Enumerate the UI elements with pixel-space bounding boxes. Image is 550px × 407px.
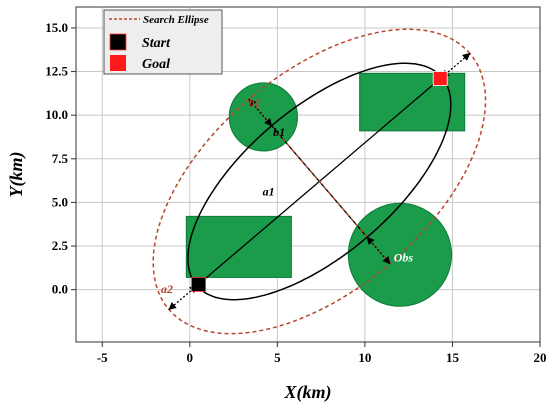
y-tick-label: 7.5 <box>52 151 69 166</box>
guide-lines <box>168 52 471 311</box>
obstacles <box>185 72 466 307</box>
y-tick-label: 15.0 <box>45 20 68 35</box>
x-tick-label: 10 <box>358 350 371 365</box>
y-tick-label: 0.0 <box>52 282 68 297</box>
legend: Search Ellipse Start Goal <box>103 9 223 75</box>
y-tick-label: 5.0 <box>52 194 68 209</box>
legend-label-search-ellipse: Search Ellipse <box>143 14 209 26</box>
x-tick-label: -5 <box>97 350 108 365</box>
goal-marker <box>432 71 448 86</box>
annotation-a1: a1 <box>263 184 275 198</box>
legend-swatch-start <box>109 33 127 51</box>
y-tick-label: 10.0 <box>45 107 68 122</box>
x-tick-label: 15 <box>446 350 460 365</box>
arrow-b2-upper <box>248 98 273 127</box>
y-tick-label: 12.5 <box>45 64 68 79</box>
y-axis-title: Y(km) <box>6 152 27 198</box>
markers <box>191 71 448 292</box>
annotations: a1 b1 a2 b2 Obs <box>161 95 413 296</box>
minor-axis-b2 <box>248 98 391 265</box>
annotation-b1: b1 <box>273 125 285 139</box>
annotation-obs: Obs <box>394 251 414 265</box>
annotation-a2: a2 <box>161 282 173 296</box>
annotation-b2: b2 <box>249 95 261 109</box>
x-tick-label: 5 <box>274 350 281 365</box>
arrow-b2-lower <box>366 236 391 265</box>
start-marker <box>191 277 206 292</box>
x-tick-label: 20 <box>534 350 547 365</box>
y-tick-label: 2.5 <box>52 238 69 253</box>
legend-label-start: Start <box>142 36 171 51</box>
x-axis-title: X(km) <box>284 382 332 403</box>
legend-label-goal: Goal <box>142 57 170 72</box>
tick-labels: -5 0 5 10 15 20 0.0 2.5 5.0 7.5 10.0 12.5 15.0 <box>45 20 546 365</box>
obstacle-rect <box>185 215 292 278</box>
plot-frame <box>75 6 541 343</box>
x-tick-label: 0 <box>187 350 194 365</box>
legend-swatch-goal <box>110 55 126 71</box>
